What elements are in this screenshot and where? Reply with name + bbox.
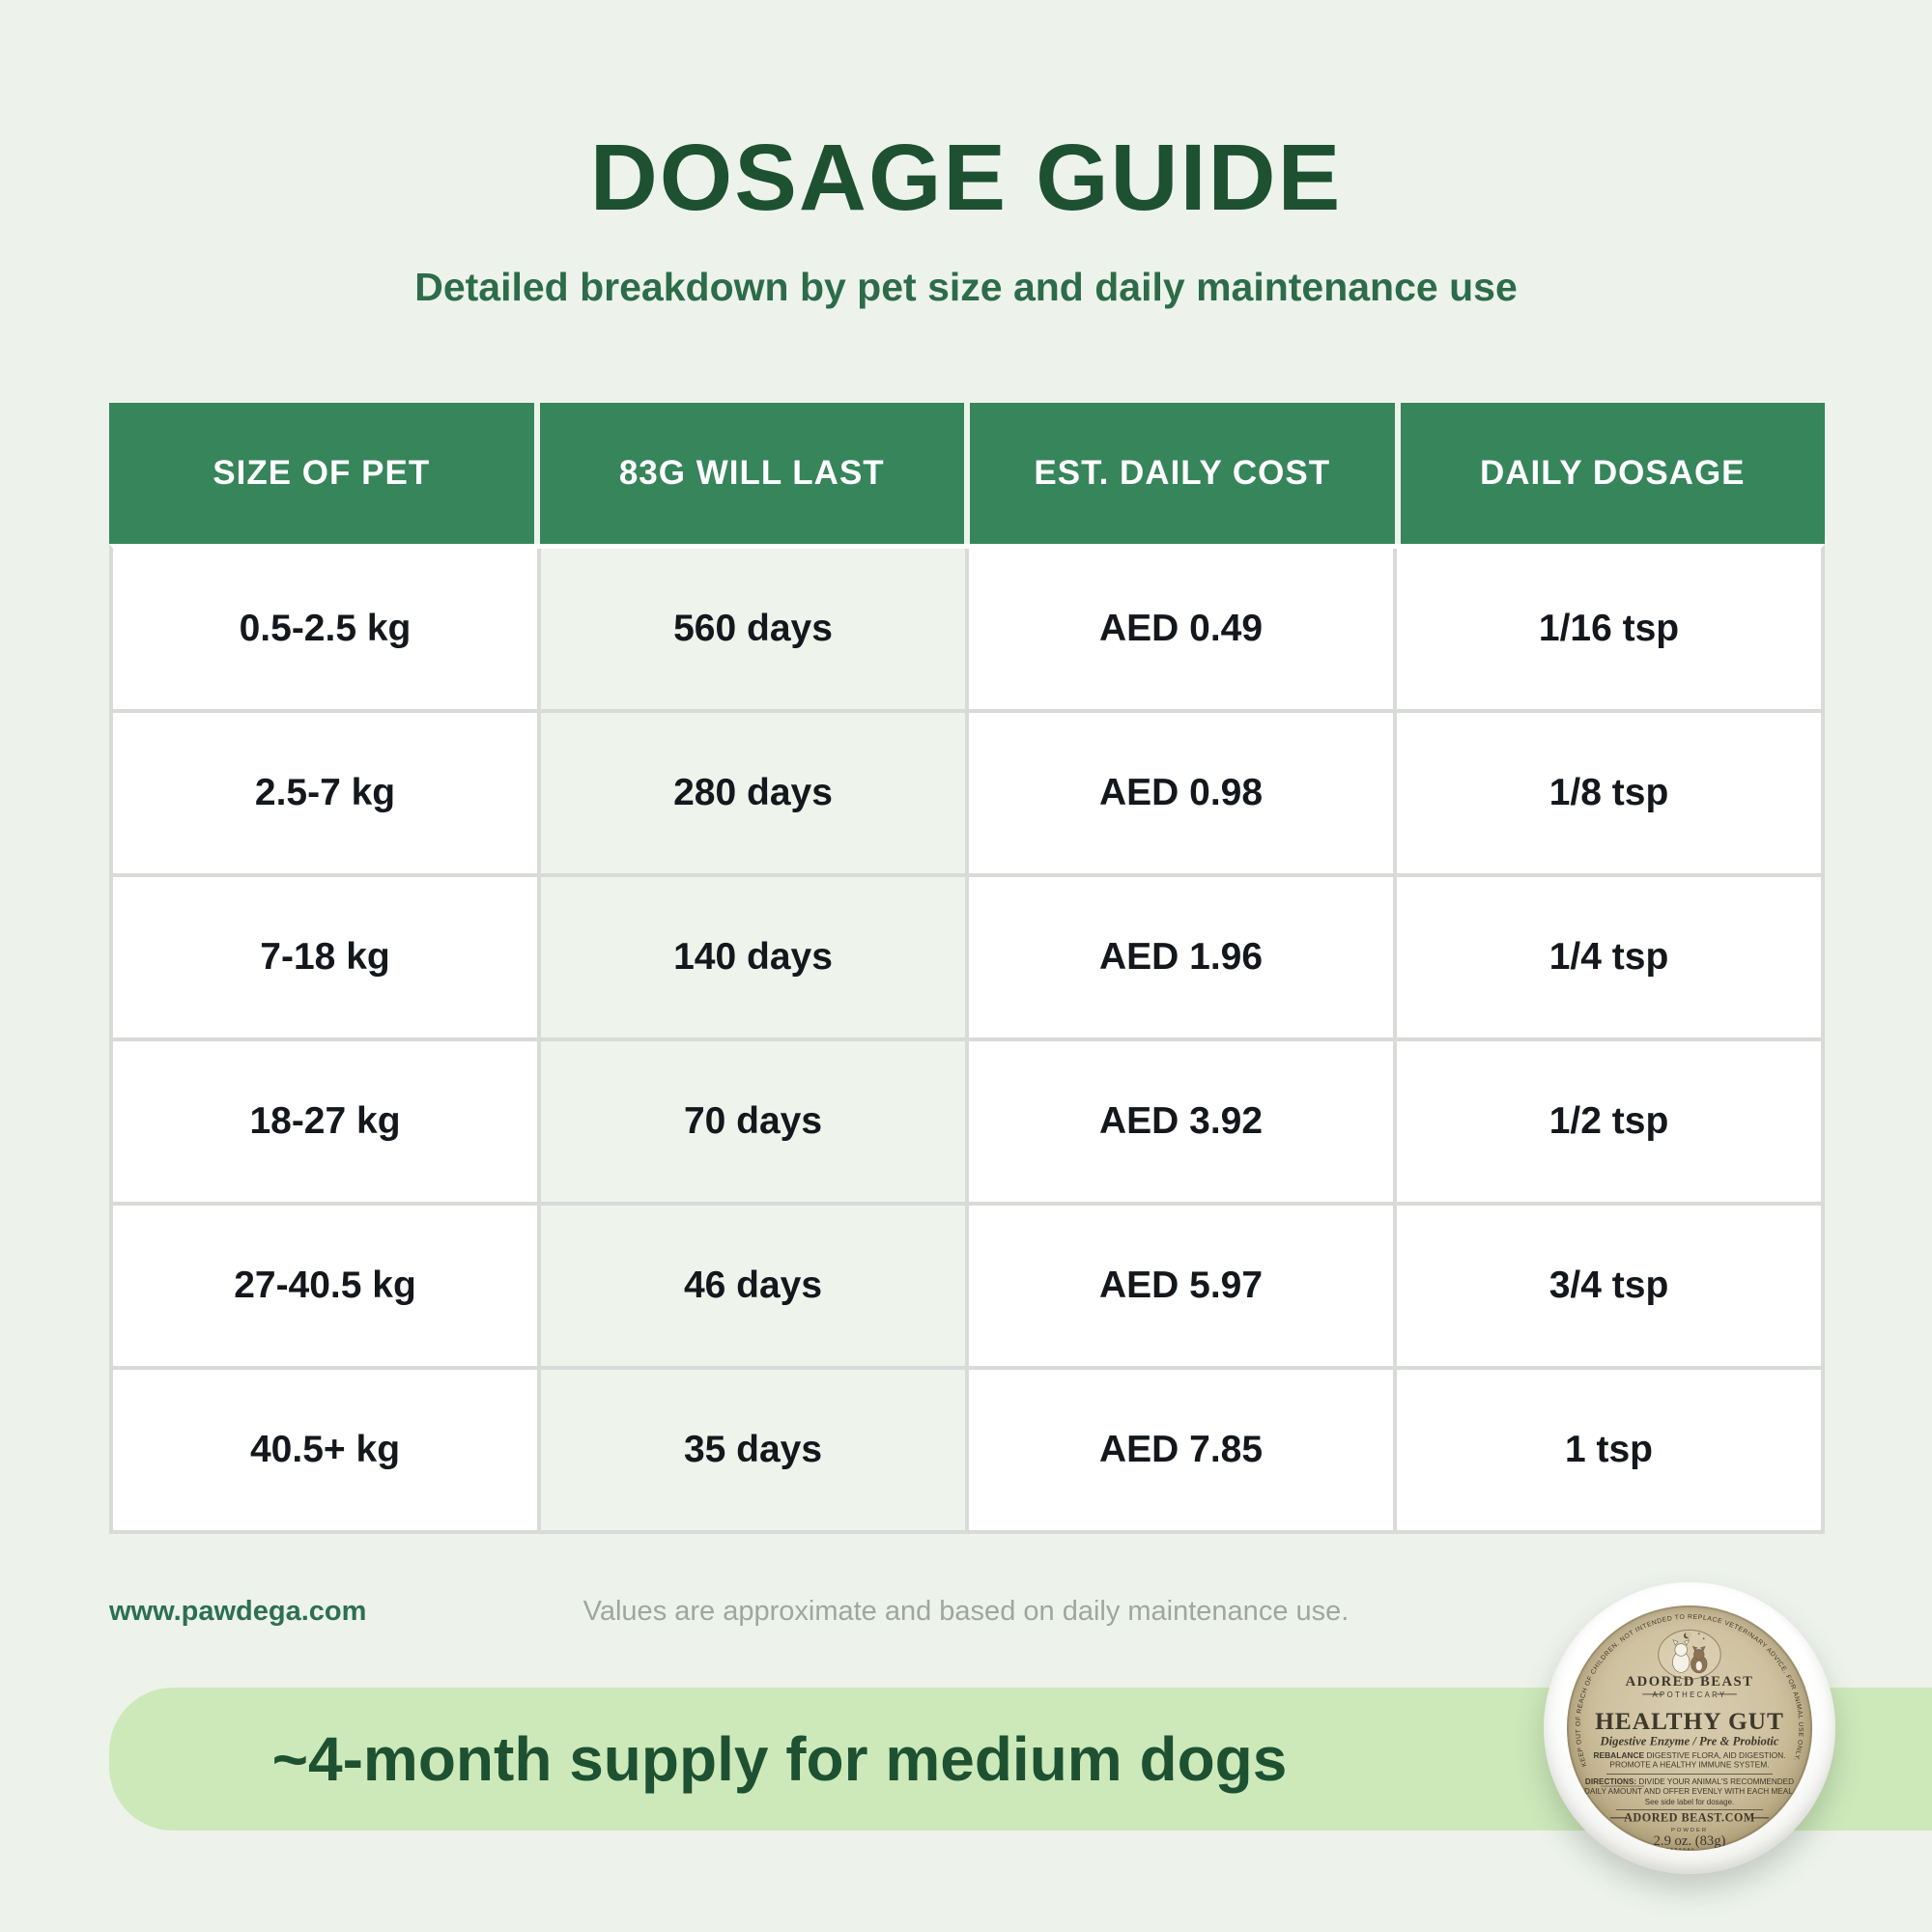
tin-tagline: Digestive Enzyme / Pre & Probiotic	[1600, 1735, 1779, 1748]
tin-product-name: HEALTHY GUT	[1595, 1708, 1784, 1735]
cell-daily-cost: AED 0.49	[969, 549, 1393, 709]
cell-will-last: 46 days	[541, 1206, 965, 1366]
cell-size: 7-18 kg	[113, 877, 537, 1037]
tin-dosage-note: See side label for dosage.	[1645, 1798, 1735, 1806]
disclaimer-note: Values are approximate and based on dail…	[582, 1596, 1350, 1627]
tin-website: ADORED BEAST.COM	[1624, 1811, 1755, 1825]
tin-brand-subtitle: APOTHECARY	[1652, 1690, 1726, 1699]
supply-banner-label: ~4-month supply for medium dogs	[271, 1724, 1288, 1794]
tin-directions-line2: DAILY AMOUNT AND OFFER EVENLY WITH EACH …	[1584, 1787, 1795, 1796]
cell-daily-cost: AED 5.97	[969, 1206, 1393, 1366]
page-subtitle: Detailed breakdown by pet size and daily…	[414, 265, 1518, 309]
tin-directions-line1: DIRECTIONS: DIVIDE YOUR ANIMAL'S RECOMME…	[1585, 1777, 1794, 1786]
product-tin: KEEP OUT OF REACH OF CHILDREN. NOT INTEN…	[1544, 1582, 1835, 1874]
cell-size: 0.5-2.5 kg	[113, 549, 537, 709]
tin-benefit-line2: PROMOTE A HEALTHY IMMUNE SYSTEM.	[1609, 1760, 1769, 1770]
cell-daily-dosage: 1/16 tsp	[1397, 549, 1821, 709]
cell-size: 2.5-7 kg	[113, 713, 537, 873]
table-header-row: SIZE OF PET 83G WILL LAST EST. DAILY COS…	[109, 403, 1825, 544]
product-tin-label: KEEP OUT OF REACH OF CHILDREN. NOT INTEN…	[1567, 1605, 1812, 1851]
column-header-daily-cost: EST. DAILY COST	[970, 403, 1395, 544]
cell-daily-dosage: 1/4 tsp	[1397, 877, 1821, 1037]
tin-form-label: POWDER	[1671, 1828, 1708, 1833]
cell-size: 27-40.5 kg	[113, 1206, 537, 1366]
cell-will-last: 35 days	[541, 1370, 965, 1530]
cell-daily-cost: AED 3.92	[969, 1041, 1393, 1202]
cell-size: 18-27 kg	[113, 1041, 537, 1202]
pets-crest-illustration	[1658, 1629, 1721, 1680]
cell-daily-cost: AED 0.98	[969, 713, 1393, 873]
tin-brand-name: ADORED BEAST	[1626, 1674, 1754, 1690]
tin-net-weight: 2.9 oz. (83g)	[1654, 1833, 1726, 1849]
page-title: DOSAGE GUIDE	[589, 125, 1343, 230]
cell-daily-cost: AED 1.96	[969, 877, 1393, 1037]
dosage-table: SIZE OF PET 83G WILL LAST EST. DAILY COS…	[109, 403, 1825, 1534]
column-header-will-last: 83G WILL LAST	[539, 403, 964, 544]
cell-size: 40.5+ kg	[113, 1370, 537, 1530]
cell-daily-cost: AED 7.85	[969, 1370, 1393, 1530]
table-body: 0.5-2.5 kg 560 days AED 0.49 1/16 tsp 2.…	[109, 544, 1825, 1534]
cell-will-last: 70 days	[541, 1041, 965, 1202]
cell-daily-dosage: 1/8 tsp	[1397, 713, 1821, 873]
cell-will-last: 280 days	[541, 713, 965, 873]
cell-daily-dosage: 3/4 tsp	[1397, 1206, 1821, 1366]
tin-benefit-line1: REBALANCE DIGESTIVE FLORA, AID DIGESTION…	[1593, 1750, 1785, 1760]
column-header-daily-dosage: DAILY DOSAGE	[1400, 403, 1825, 544]
column-header-size: SIZE OF PET	[109, 403, 534, 544]
cell-will-last: 560 days	[541, 549, 965, 709]
cell-will-last: 140 days	[541, 877, 965, 1037]
tin-label-art: KEEP OUT OF REACH OF CHILDREN. NOT INTEN…	[1576, 1614, 1804, 1850]
cell-daily-dosage: 1 tsp	[1397, 1370, 1821, 1530]
cell-daily-dosage: 1/2 tsp	[1397, 1041, 1821, 1202]
website-link[interactable]: www.pawdega.com	[109, 1596, 367, 1627]
